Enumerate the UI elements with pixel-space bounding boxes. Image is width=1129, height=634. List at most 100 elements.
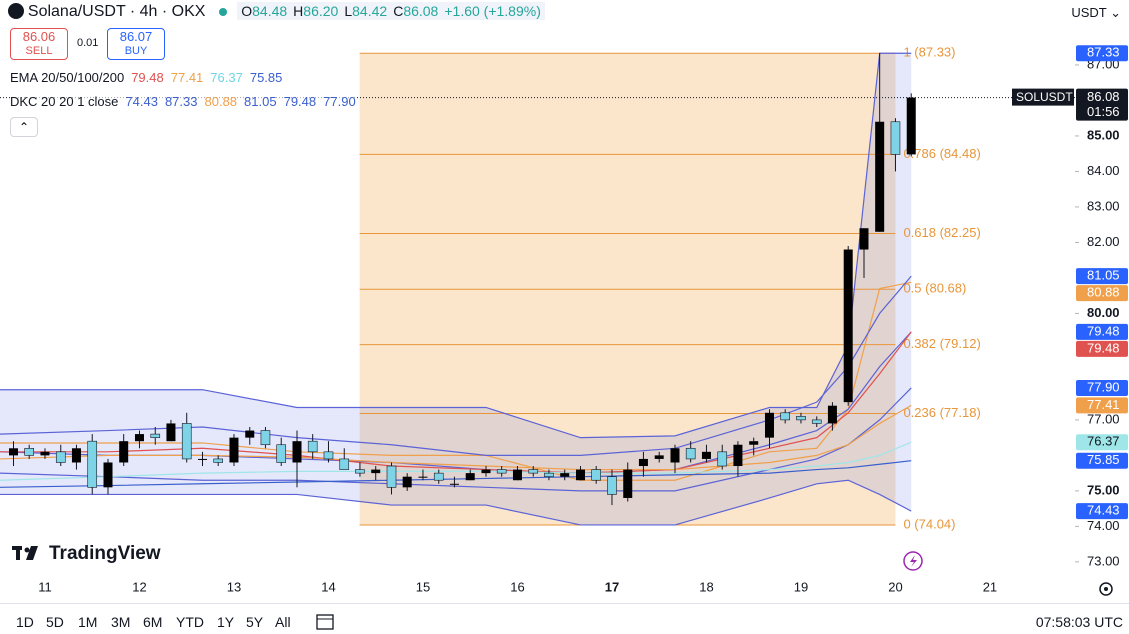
price-badge [1076, 434, 1128, 451]
y-tick-label: 84.00 [1087, 163, 1120, 178]
dkc-value: 80.88 [204, 94, 238, 109]
candle-body [245, 430, 255, 438]
candle-body [749, 441, 759, 445]
x-tick-label: 13 [227, 579, 241, 594]
candle-body [386, 465, 397, 488]
buy-button[interactable]: 86.07 BUY [107, 28, 165, 60]
ohlc-key: O [241, 3, 253, 19]
candle-body [198, 458, 208, 460]
dkc-legend: DKC 20 20 1 close 74.43 87.33 80.88 81.05 79.… [10, 94, 356, 109]
candle-body [103, 462, 113, 488]
range-button[interactable]: 6M [143, 614, 163, 630]
candle-body [560, 473, 570, 477]
y-tick-label: 80.00 [1087, 305, 1120, 320]
ohlc: O84.48 H86.20 L84.42 C86.08 +1.60 (+1.89%) [237, 2, 545, 20]
candle-body [260, 430, 271, 446]
price-badge [1076, 268, 1128, 285]
range-button[interactable]: YTD [176, 614, 204, 630]
price-badge [1076, 397, 1128, 414]
sell-button[interactable]: 86.06 SELL [10, 28, 68, 60]
candle-body [465, 473, 475, 481]
range-button[interactable]: 1D [16, 614, 34, 630]
candle-body [764, 412, 774, 438]
currency[interactable]: USDT ⌄ [1071, 5, 1121, 20]
x-tick-label: 15 [416, 579, 430, 594]
fib-label: 0.236 (77.18) [903, 405, 980, 420]
price-badge-label: 81.05 [1087, 268, 1120, 283]
range-icon[interactable] [316, 614, 334, 630]
candle-body [229, 437, 239, 463]
candle-body [859, 228, 869, 250]
settings-icon[interactable] [1099, 582, 1113, 596]
candle-body [701, 451, 711, 459]
candle-body [355, 469, 365, 474]
candle-body [512, 469, 522, 481]
candle-body [528, 469, 539, 474]
candle-body [638, 458, 648, 467]
price-badge-label: 77.41 [1087, 397, 1120, 412]
candle-body [796, 416, 806, 421]
candle-body [150, 433, 161, 438]
y-tick-label: 83.00 [1087, 198, 1120, 213]
candle-body [339, 458, 350, 470]
candle-body [87, 440, 98, 488]
candle-body [433, 472, 444, 481]
last-price-label: 86.08 [1087, 89, 1120, 104]
y-tick-label: 85.00 [1087, 127, 1120, 142]
range-button[interactable]: 3M [111, 614, 131, 630]
range-button[interactable]: All [275, 614, 291, 630]
candle-body [875, 121, 885, 232]
candle-body [575, 469, 585, 481]
fib-label: 1 (87.33) [903, 45, 955, 60]
dkc-value: 87.33 [164, 94, 198, 109]
y-tick-label: 75.00 [1087, 482, 1120, 497]
status-dot [219, 8, 228, 16]
last-price-badge [1076, 88, 1128, 121]
symbol-badge [1012, 88, 1074, 106]
fib-label: 0.786 (84.48) [903, 146, 980, 161]
candle-body [496, 469, 507, 474]
price-badge-label: 74.43 [1087, 503, 1120, 518]
price-badge-label: 87.33 [1087, 45, 1120, 60]
candle-body [717, 451, 728, 467]
brand-logo: TradingView [12, 543, 161, 564]
settings-dot [1104, 587, 1108, 591]
candle-body [591, 469, 601, 481]
currency-label: USDT [1071, 5, 1107, 20]
alert-icon[interactable] [903, 551, 923, 571]
fib-label: 0.5 (80.68) [903, 281, 966, 296]
candle-body [371, 469, 381, 474]
channel-fill [0, 53, 912, 525]
candle-body [906, 97, 916, 155]
price-badge [1076, 503, 1128, 520]
dkc-value: 77.90 [323, 94, 356, 109]
change: +1.60 (+1.89%) [444, 3, 541, 19]
x-tick-label: 17 [605, 579, 619, 594]
candle-body [213, 458, 223, 463]
ohlc-key: H [293, 3, 304, 19]
calendar [316, 614, 334, 630]
candle-body [780, 412, 790, 421]
dkc-value: 81.05 [244, 94, 277, 109]
range-button[interactable]: 1Y [217, 614, 235, 630]
price-badge-label: 77.90 [1087, 379, 1120, 394]
candle-body [323, 451, 334, 460]
fib-label: 0.382 (79.12) [903, 336, 980, 351]
symbol-icon [8, 3, 24, 19]
logo-wedge [26, 546, 38, 560]
range-button[interactable]: 5Y [246, 614, 264, 630]
x-tick-label: 21 [983, 579, 997, 594]
candle-body [166, 423, 176, 442]
candle-body [307, 440, 318, 453]
collapse-button[interactable]: ⌃ [10, 117, 38, 137]
y-tick-label: 82.00 [1087, 234, 1120, 249]
range-button[interactable]: 5D [46, 614, 64, 630]
price-badge [1076, 45, 1128, 62]
ema-value: 75.85 [249, 70, 283, 85]
ohlc-value: 84.42 [352, 3, 388, 19]
range-button[interactable]: 1M [78, 614, 98, 630]
fib-label: 0.618 (82.25) [903, 225, 980, 240]
symbol-row: Solana/USDT · 4h · OKX O84.48 H86.20 L84.4… [8, 2, 545, 21]
